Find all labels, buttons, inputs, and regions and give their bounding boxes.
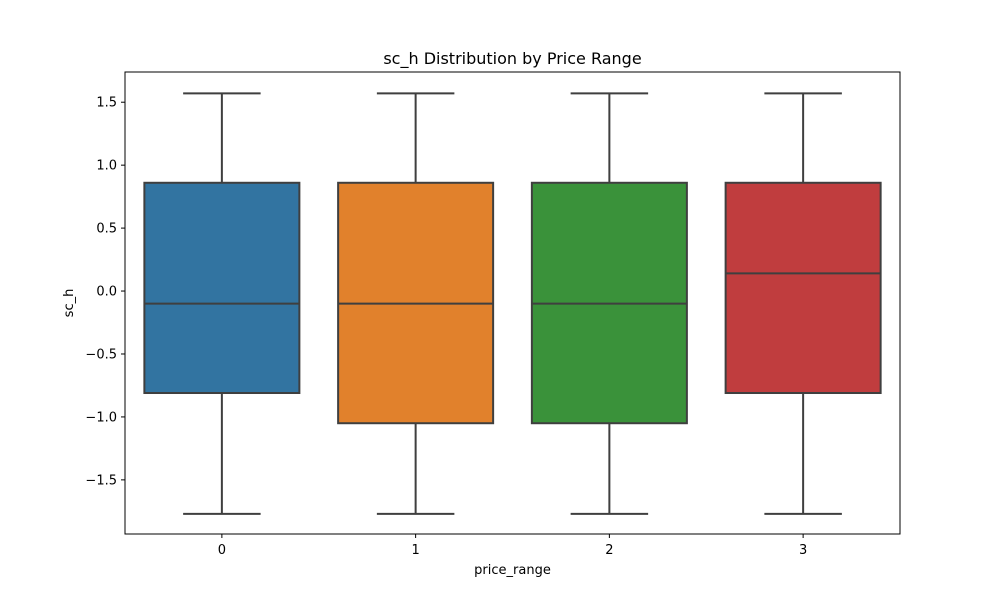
chart-title: sc_h Distribution by Price Range [383,49,641,69]
y-tick-label: 1.0 [96,159,117,174]
x-tick-label: 3 [799,543,807,558]
y-tick-label: 1.5 [96,96,117,111]
box-3 [724,181,882,395]
y-axis: 1.5 1.0 0.5 0.0 −0.5 −1.0 −1.5 [85,96,125,488]
box-0 [143,181,301,395]
y-tick-label: 0.5 [96,222,117,237]
x-tick-label: 0 [218,543,226,558]
y-axis-label: sc_h [62,289,77,318]
x-tick-label: 1 [411,543,419,558]
box-group-1 [337,92,495,515]
plot-frame [124,71,901,535]
x-axis: 0 1 2 3 [218,534,807,558]
box-group-2 [530,92,688,515]
box-group-3 [724,92,882,515]
x-axis-label: price_range [474,563,551,578]
y-tick-label: −1.5 [85,473,117,488]
y-tick-label: −0.5 [85,347,117,362]
y-tick-label: 0.0 [96,285,117,300]
x-tick-label: 2 [605,543,613,558]
box-group-0 [143,92,301,515]
plot-area [143,92,882,515]
y-tick-label: −1.0 [85,410,117,425]
